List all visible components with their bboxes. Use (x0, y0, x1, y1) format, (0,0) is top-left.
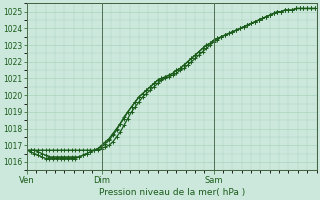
X-axis label: Pression niveau de la mer( hPa ): Pression niveau de la mer( hPa ) (99, 188, 245, 197)
